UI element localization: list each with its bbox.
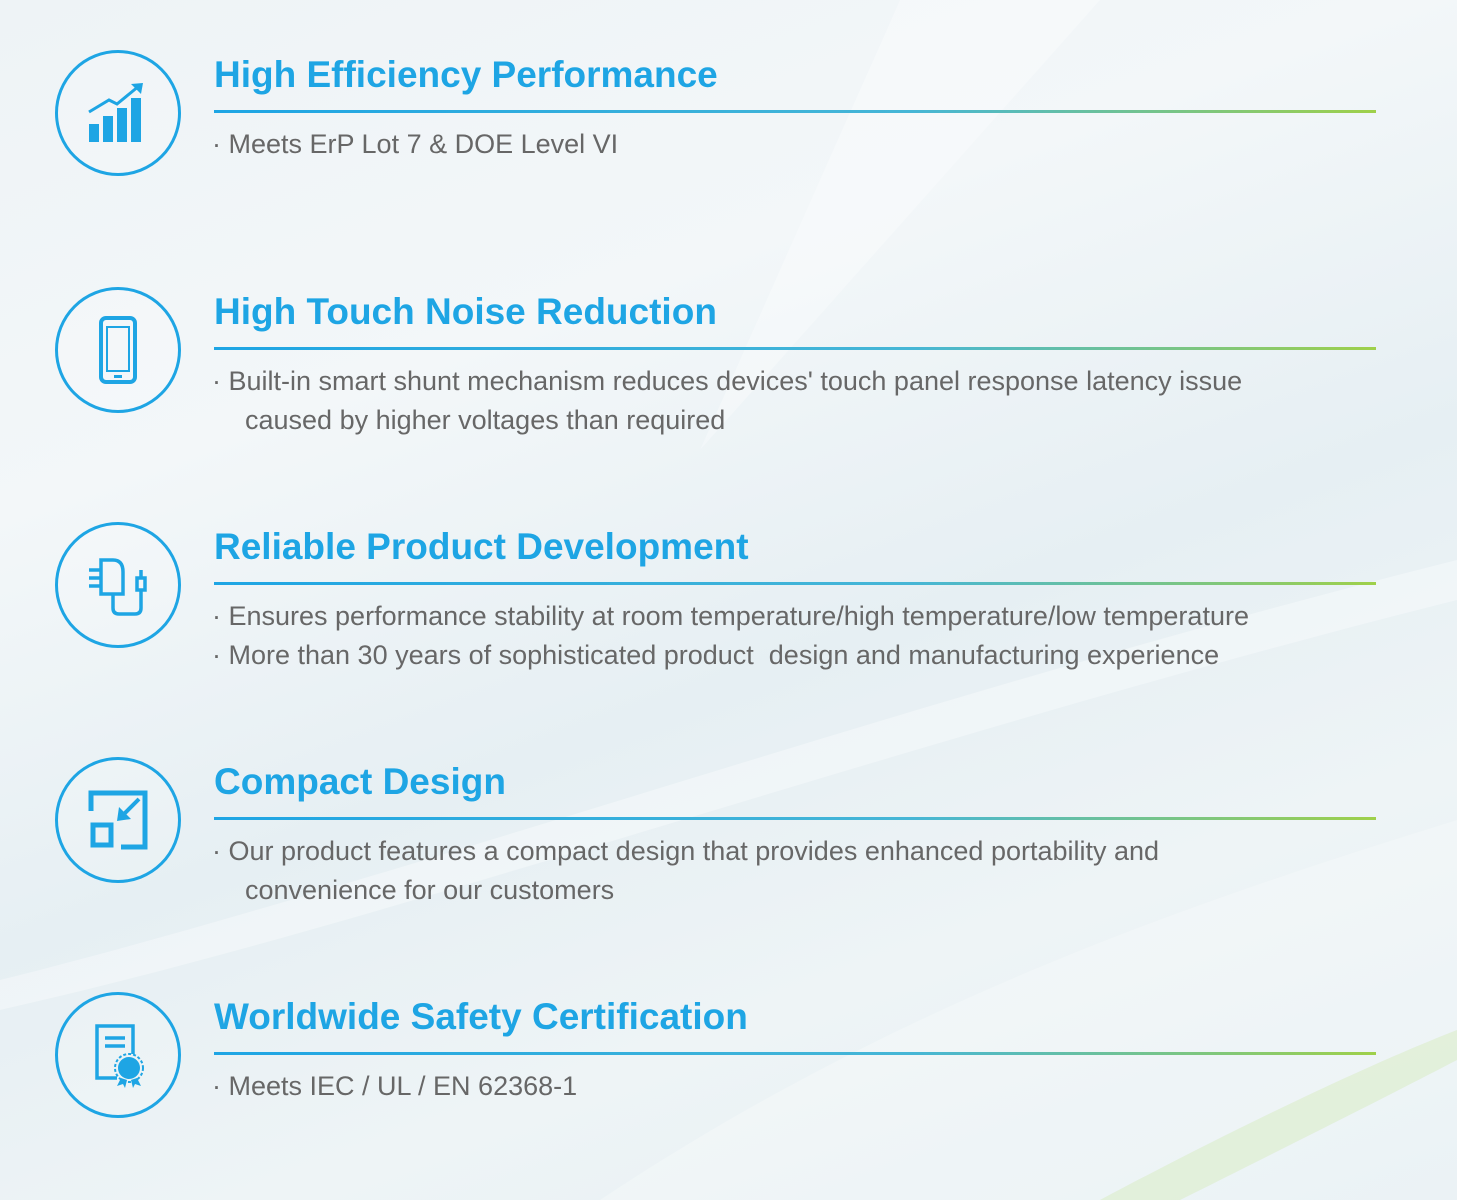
feature-bullet: · Built-in smart shunt mechanism reduces… [212, 366, 1243, 435]
divider [214, 110, 1376, 113]
feature-safety-certification: Worldwide Safety Certification · Meets I… [0, 992, 1457, 1192]
certificate-icon [55, 992, 181, 1118]
feature-compact-design: Compact Design · Our product features a … [0, 757, 1457, 957]
divider [214, 582, 1376, 585]
divider [214, 347, 1376, 350]
feature-bullet: · Meets IEC / UL / EN 62368-1 [212, 1071, 578, 1101]
feature-touch-noise: High Touch Noise Reduction · Built-in sm… [0, 287, 1457, 487]
feature-title: Worldwide Safety Certification [214, 996, 748, 1037]
feature-bullet: · Meets ErP Lot 7 & DOE Level VI [212, 129, 619, 159]
feature-bullet: · Ensures performance stability at room … [212, 601, 1249, 631]
smartphone-icon [55, 287, 181, 413]
bar-chart-growth-icon [55, 50, 181, 176]
power-adapter-icon [55, 522, 181, 648]
feature-high-efficiency: High Efficiency Performance · Meets ErP … [0, 50, 1457, 250]
divider [214, 817, 1376, 820]
feature-bullet: · Our product features a compact design … [212, 836, 1160, 905]
feature-title: Compact Design [214, 761, 506, 802]
feature-title: High Efficiency Performance [214, 54, 718, 95]
feature-reliable-development: Reliable Product Development · Ensures p… [0, 522, 1457, 722]
feature-title: Reliable Product Development [214, 526, 749, 567]
divider [214, 1052, 1376, 1055]
feature-bullet: · More than 30 years of sophisticated pr… [212, 640, 1220, 670]
compact-resize-icon [55, 757, 181, 883]
feature-title: High Touch Noise Reduction [214, 291, 717, 332]
